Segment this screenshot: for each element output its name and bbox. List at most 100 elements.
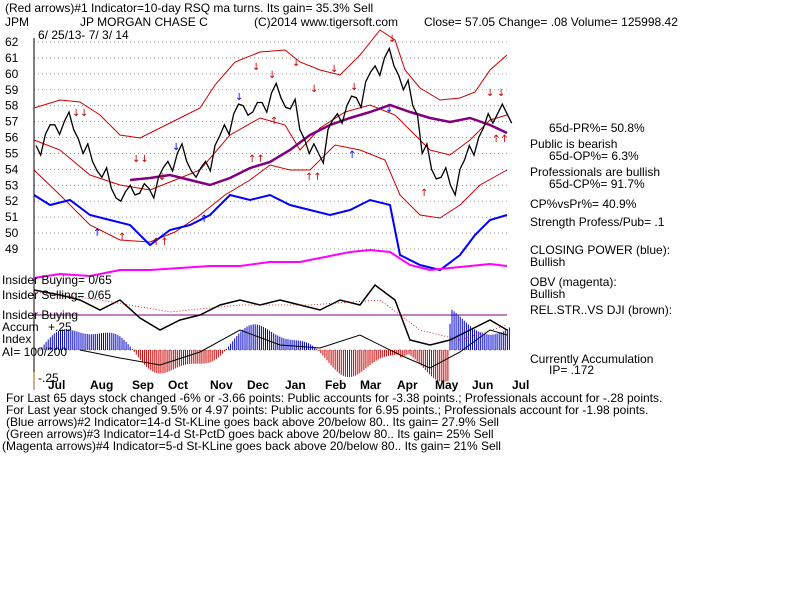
rel-strength-label: REL.STR..VS DJI (brown):: [530, 303, 673, 317]
y-tick-54: 54: [5, 162, 19, 176]
month-label-nov: Nov: [210, 378, 233, 392]
red-up-arrows: ↑ ↑↑↑↑ ↑↑↑↑ ↑↑: [118, 116, 509, 248]
accum-plus: +.25: [48, 320, 72, 334]
header-indicator-line: (Red arrows)#1 Indicator=10-day RSQ ma t…: [5, 1, 374, 15]
company-name: JP MORGAN CHASE C: [80, 15, 208, 29]
svg-text:↑: ↑: [270, 116, 278, 127]
quote-summary: Close= 57.05 Change= .08 Volume= 125998.…: [424, 15, 678, 29]
y-tick-62: 62: [5, 35, 19, 49]
ip-value: IP= .172: [549, 363, 595, 377]
svg-text:↓: ↓: [158, 172, 166, 183]
op-value: 65d-OP%= 6.3%: [549, 149, 639, 163]
month-label-jul: Jul: [512, 378, 530, 392]
month-label-mar: Mar: [360, 378, 382, 392]
footer-line-3: (Blue arrows)#2 Indicator=14-d St-KLine …: [6, 415, 499, 429]
rel-strength-lower: [33, 283, 508, 346]
red-down-arrows: ↓ ↓↓↓ ↓↓↓ ↓↓↓ ↓↓↓ ↓: [72, 34, 505, 183]
svg-text:↑: ↑: [420, 188, 428, 199]
month-label-oct: Oct: [168, 378, 189, 392]
y-tick-51: 51: [5, 210, 19, 224]
y-tick-56: 56: [5, 131, 19, 145]
date-range: 6/ 25/13- 7/ 3/ 14: [38, 28, 129, 42]
svg-text:↓↓: ↓↓: [132, 154, 149, 165]
svg-text:↓: ↓: [252, 62, 260, 73]
insider-selling: Insider Selling= 0/65: [2, 288, 112, 302]
y-tick-60: 60: [5, 67, 19, 81]
svg-text:↑↑: ↑↑: [305, 172, 322, 183]
svg-text:↓: ↓: [72, 108, 80, 119]
index-label: Index: [2, 332, 32, 346]
price-line: [35, 46, 513, 203]
svg-text:↑↑: ↑↑: [492, 134, 509, 145]
svg-text:↑: ↑: [348, 150, 356, 161]
strength-ratio: Strength Profess/Pub= .1: [530, 215, 665, 229]
svg-text:↓: ↓: [497, 88, 505, 99]
month-label-dec: Dec: [247, 378, 270, 392]
price-gridlines: [34, 41, 507, 250]
svg-text:↑: ↑: [200, 214, 208, 225]
svg-text:↓: ↓: [172, 142, 180, 153]
y-tick-50: 50: [5, 226, 19, 240]
footer-line-4: (Green arrows)#3 Indicator=14-d St-PctD …: [6, 427, 494, 441]
y-tick-52: 52: [5, 194, 19, 208]
pr-value: 65d-PR%= 50.8%: [549, 121, 645, 135]
closing-power-label: CLOSING POWER (blue):: [530, 243, 671, 257]
y-tick-53: 53: [5, 178, 19, 192]
month-label-apr: Apr: [397, 378, 418, 392]
footer-line-1: For Last 65 days stock changed -6% or -3…: [6, 391, 663, 405]
y-tick-59: 59: [5, 83, 19, 97]
blue-arrows: ↓↓↓ ↑↑↑: [93, 92, 393, 239]
accum-minus: -.25: [38, 371, 59, 385]
svg-text:↓: ↓: [292, 58, 300, 69]
svg-text:↓: ↓: [310, 84, 318, 95]
accum-ma: [79, 329, 508, 369]
svg-text:↑↑: ↑↑: [152, 237, 169, 248]
accum-label: Accum: [2, 320, 39, 334]
svg-text:↑: ↑: [93, 228, 101, 239]
svg-text:↓: ↓: [330, 64, 338, 75]
month-label-aug: Aug: [90, 378, 114, 392]
month-label-jul: Jul: [48, 378, 66, 392]
svg-text:↓: ↓: [268, 70, 276, 81]
public-status: Public is bearish: [530, 137, 618, 151]
cp-vs-pr: CP%vsPr%= 40.9%: [530, 197, 637, 211]
insider-buying: Insider Buying= 0/65: [2, 273, 112, 287]
month-label-may: May: [435, 378, 459, 392]
y-tick-61: 61: [5, 51, 19, 65]
y-tick-58: 58: [5, 99, 19, 113]
svg-text:↑: ↑: [118, 232, 126, 243]
symbol: JPM: [5, 15, 29, 29]
insider-buying-2: Insider Buying: [2, 308, 79, 322]
footer-line-2: For Last year stock changed 9.5% or 4.97…: [6, 403, 649, 417]
rel-strength-ma: [33, 291, 508, 341]
upper-band: [33, 29, 508, 139]
footer-line-5: (Magenta arrows)#4 Indicator=5-d St-KLin…: [2, 439, 501, 453]
svg-text:↓: ↓: [388, 34, 396, 45]
accum-status: Currently Accumulation: [530, 352, 654, 366]
month-label-sep: Sep: [132, 378, 155, 392]
cp-value: 65d-CP%= 91.7%: [549, 177, 645, 191]
svg-text:↑↑: ↑↑: [248, 154, 265, 165]
y-tick-49: 49: [5, 242, 19, 256]
month-label-jun: Jun: [472, 378, 494, 392]
month-label-feb: Feb: [325, 378, 347, 392]
accumulation-bars: [41, 309, 510, 382]
rel-strength-line: [129, 103, 508, 187]
svg-text:↓: ↓: [486, 88, 494, 99]
lower-band: [33, 144, 508, 243]
obv-status: Bullish: [530, 287, 566, 301]
obv-label: OBV (magenta):: [530, 275, 617, 289]
y-tick-55: 55: [5, 146, 19, 160]
ai-value: AI= 100/200: [2, 345, 68, 359]
svg-text:↓: ↓: [80, 108, 88, 119]
svg-text:↓: ↓: [235, 92, 243, 103]
svg-text:↓: ↓: [350, 82, 358, 93]
obv-line: [33, 248, 508, 279]
svg-text:↓: ↓: [385, 104, 393, 115]
y-tick-57: 57: [5, 115, 19, 129]
professional-status: Professionals are bullish: [530, 165, 661, 179]
month-label-jan: Jan: [285, 378, 306, 392]
closing-power-status: Bullish: [530, 255, 566, 269]
